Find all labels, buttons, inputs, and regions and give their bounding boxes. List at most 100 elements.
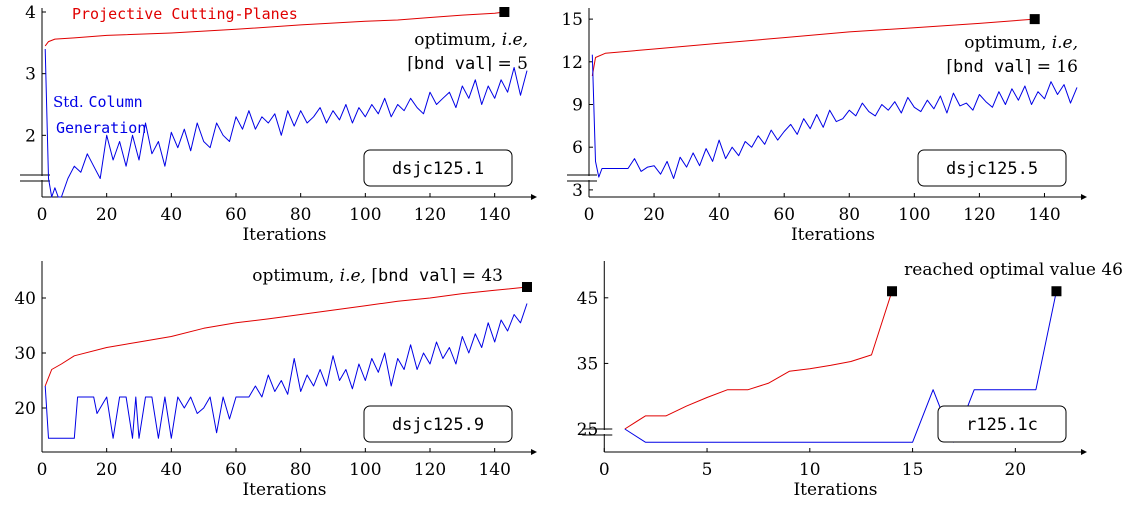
instance-label: dsjc125.9	[392, 415, 484, 435]
bound-annotation: ⌈bnd val⌉ = 5	[407, 54, 528, 74]
x-axis-label: Iterations	[793, 480, 877, 500]
x-tick-label: 120	[414, 205, 446, 225]
optimum-annotation: reached optimal value 46	[904, 260, 1123, 280]
bound-equals: = 5	[498, 54, 528, 74]
x-tick-label: 80	[290, 205, 312, 225]
y-tick-label: 6	[572, 138, 583, 158]
x-tick-label: 100	[349, 460, 381, 480]
x-tick-label: 120	[414, 460, 446, 480]
instance-label: dsjc125.5	[946, 159, 1038, 179]
x-tick-label: 20	[96, 460, 118, 480]
x-tick-label: 0	[37, 205, 48, 225]
legend-label-projective: Projective Cutting-Planes	[72, 5, 298, 23]
series-line-blue	[591, 54, 1078, 179]
x-tick-label: 120	[963, 205, 995, 225]
bound-value-label: bnd val	[414, 54, 486, 74]
ie-word: i.e,	[502, 30, 528, 50]
optimum-annotation: optimum, i.e,	[964, 33, 1078, 53]
x-tick-label: 40	[708, 205, 730, 225]
x-tick-label: 10	[799, 460, 821, 480]
optimum-marker	[887, 286, 898, 297]
bound-annotation: ⌈bnd val⌉ = 16	[946, 57, 1078, 77]
x-axis-arrow-icon	[1081, 449, 1087, 455]
x-tick-label: 0	[599, 460, 610, 480]
legend-label-standard: Std. Column	[53, 93, 143, 111]
instance-label: r125.1c	[966, 415, 1038, 435]
instance-box	[917, 149, 1067, 187]
y-tick-label: 4	[25, 3, 36, 23]
x-tick-label: 20	[643, 205, 665, 225]
y-tick-label: 3	[25, 65, 36, 85]
chart-panel-dsjc125-5: 0 20 40 60 80 100 120 140 3 6 9 12 15 Iterations dsjc1…	[561, 8, 1087, 245]
x-axis-arrow-icon	[531, 449, 537, 455]
x-tick-label: 140	[478, 460, 510, 480]
x-tick-label: 60	[773, 205, 795, 225]
chart-panel-r125-1c: 0 5 10 15 20 25 35 45 Iterations r125.1c reached o…	[577, 260, 1123, 500]
legend-std-word: Std.	[53, 93, 88, 111]
x-axis-arrow-icon	[531, 194, 537, 200]
x-axis-label: Iterations	[791, 225, 875, 245]
ie-word: i.e,	[340, 266, 372, 286]
ie-word: i.e,	[1052, 33, 1078, 53]
axis-break-gap	[41, 176, 44, 180]
optimum-marker	[1051, 286, 1062, 297]
y-tick-label: 12	[561, 53, 583, 73]
series-line-red	[624, 291, 893, 430]
series-line-red	[44, 11, 505, 47]
x-axis-arrow-icon	[1081, 194, 1087, 200]
bound-equals: = 43	[462, 266, 503, 286]
y-tick-label: 20	[14, 399, 36, 419]
instance-box	[363, 149, 513, 187]
chart-panel-dsjc125-1: 0 20 40 60 80 100 120 140 2 3 4 Iterations dsjc125.1	[20, 3, 537, 245]
instance-label: dsjc125.1	[392, 159, 484, 179]
optimum-marker	[499, 7, 510, 17]
y-tick-label: 30	[14, 344, 36, 364]
series-line-blue	[44, 48, 528, 198]
optimum-word: optimum,	[252, 266, 339, 286]
x-tick-label: 60	[225, 205, 247, 225]
x-tick-label: 0	[584, 205, 595, 225]
x-tick-label: 40	[161, 205, 183, 225]
bound-equals: = 16	[1037, 57, 1078, 77]
series-line-blue	[44, 303, 528, 439]
instance-box	[937, 405, 1067, 443]
series-line-blue	[624, 291, 1057, 443]
y-tick-label: 35	[577, 354, 599, 374]
y-tick-label: 2	[25, 126, 36, 146]
bound-value-label: bnd val	[378, 266, 450, 286]
legend-generation-word: Generation	[56, 119, 146, 137]
x-tick-label: 140	[478, 205, 510, 225]
legend: Projective Cutting-Planes Std. Column Gene…	[53, 5, 298, 137]
chart-panel-dsjc125-9: 0 20 40 60 80 100 120 140 20 30 40 Iterations dsjc12…	[14, 261, 537, 500]
x-axis-label: Iterations	[242, 225, 326, 245]
x-tick-label: 5	[702, 460, 713, 480]
optimum-word: optimum,	[964, 33, 1051, 53]
optimum-marker	[522, 282, 532, 292]
x-tick-label: 100	[898, 205, 930, 225]
optimum-marker	[1029, 14, 1040, 25]
y-tick-label: 9	[572, 96, 583, 116]
y-tick-label: 25	[577, 420, 599, 440]
x-tick-label: 0	[37, 460, 48, 480]
optimum-word: optimum,	[414, 30, 501, 50]
x-tick-label: 60	[225, 460, 247, 480]
x-tick-label: 15	[902, 460, 924, 480]
optimum-annotation: optimum, i.e,	[414, 30, 528, 50]
x-tick-label: 20	[96, 205, 118, 225]
y-tick-label: 15	[561, 10, 583, 30]
x-tick-label: 80	[290, 460, 312, 480]
x-tick-label: 20	[1005, 460, 1027, 480]
legend-column-word: Column	[88, 93, 142, 111]
instance-box	[363, 405, 513, 443]
axis-break-gap	[603, 430, 607, 434]
x-tick-label: 140	[1028, 205, 1060, 225]
axis-break-gap	[588, 176, 591, 180]
x-axis-label: Iterations	[242, 480, 326, 500]
x-tick-label: 80	[838, 205, 860, 225]
x-tick-label: 40	[161, 460, 183, 480]
y-tick-label: 45	[577, 289, 599, 309]
y-tick-label: 40	[14, 289, 36, 309]
y-tick-label: 3	[572, 181, 583, 201]
series-line-red	[591, 18, 1035, 77]
